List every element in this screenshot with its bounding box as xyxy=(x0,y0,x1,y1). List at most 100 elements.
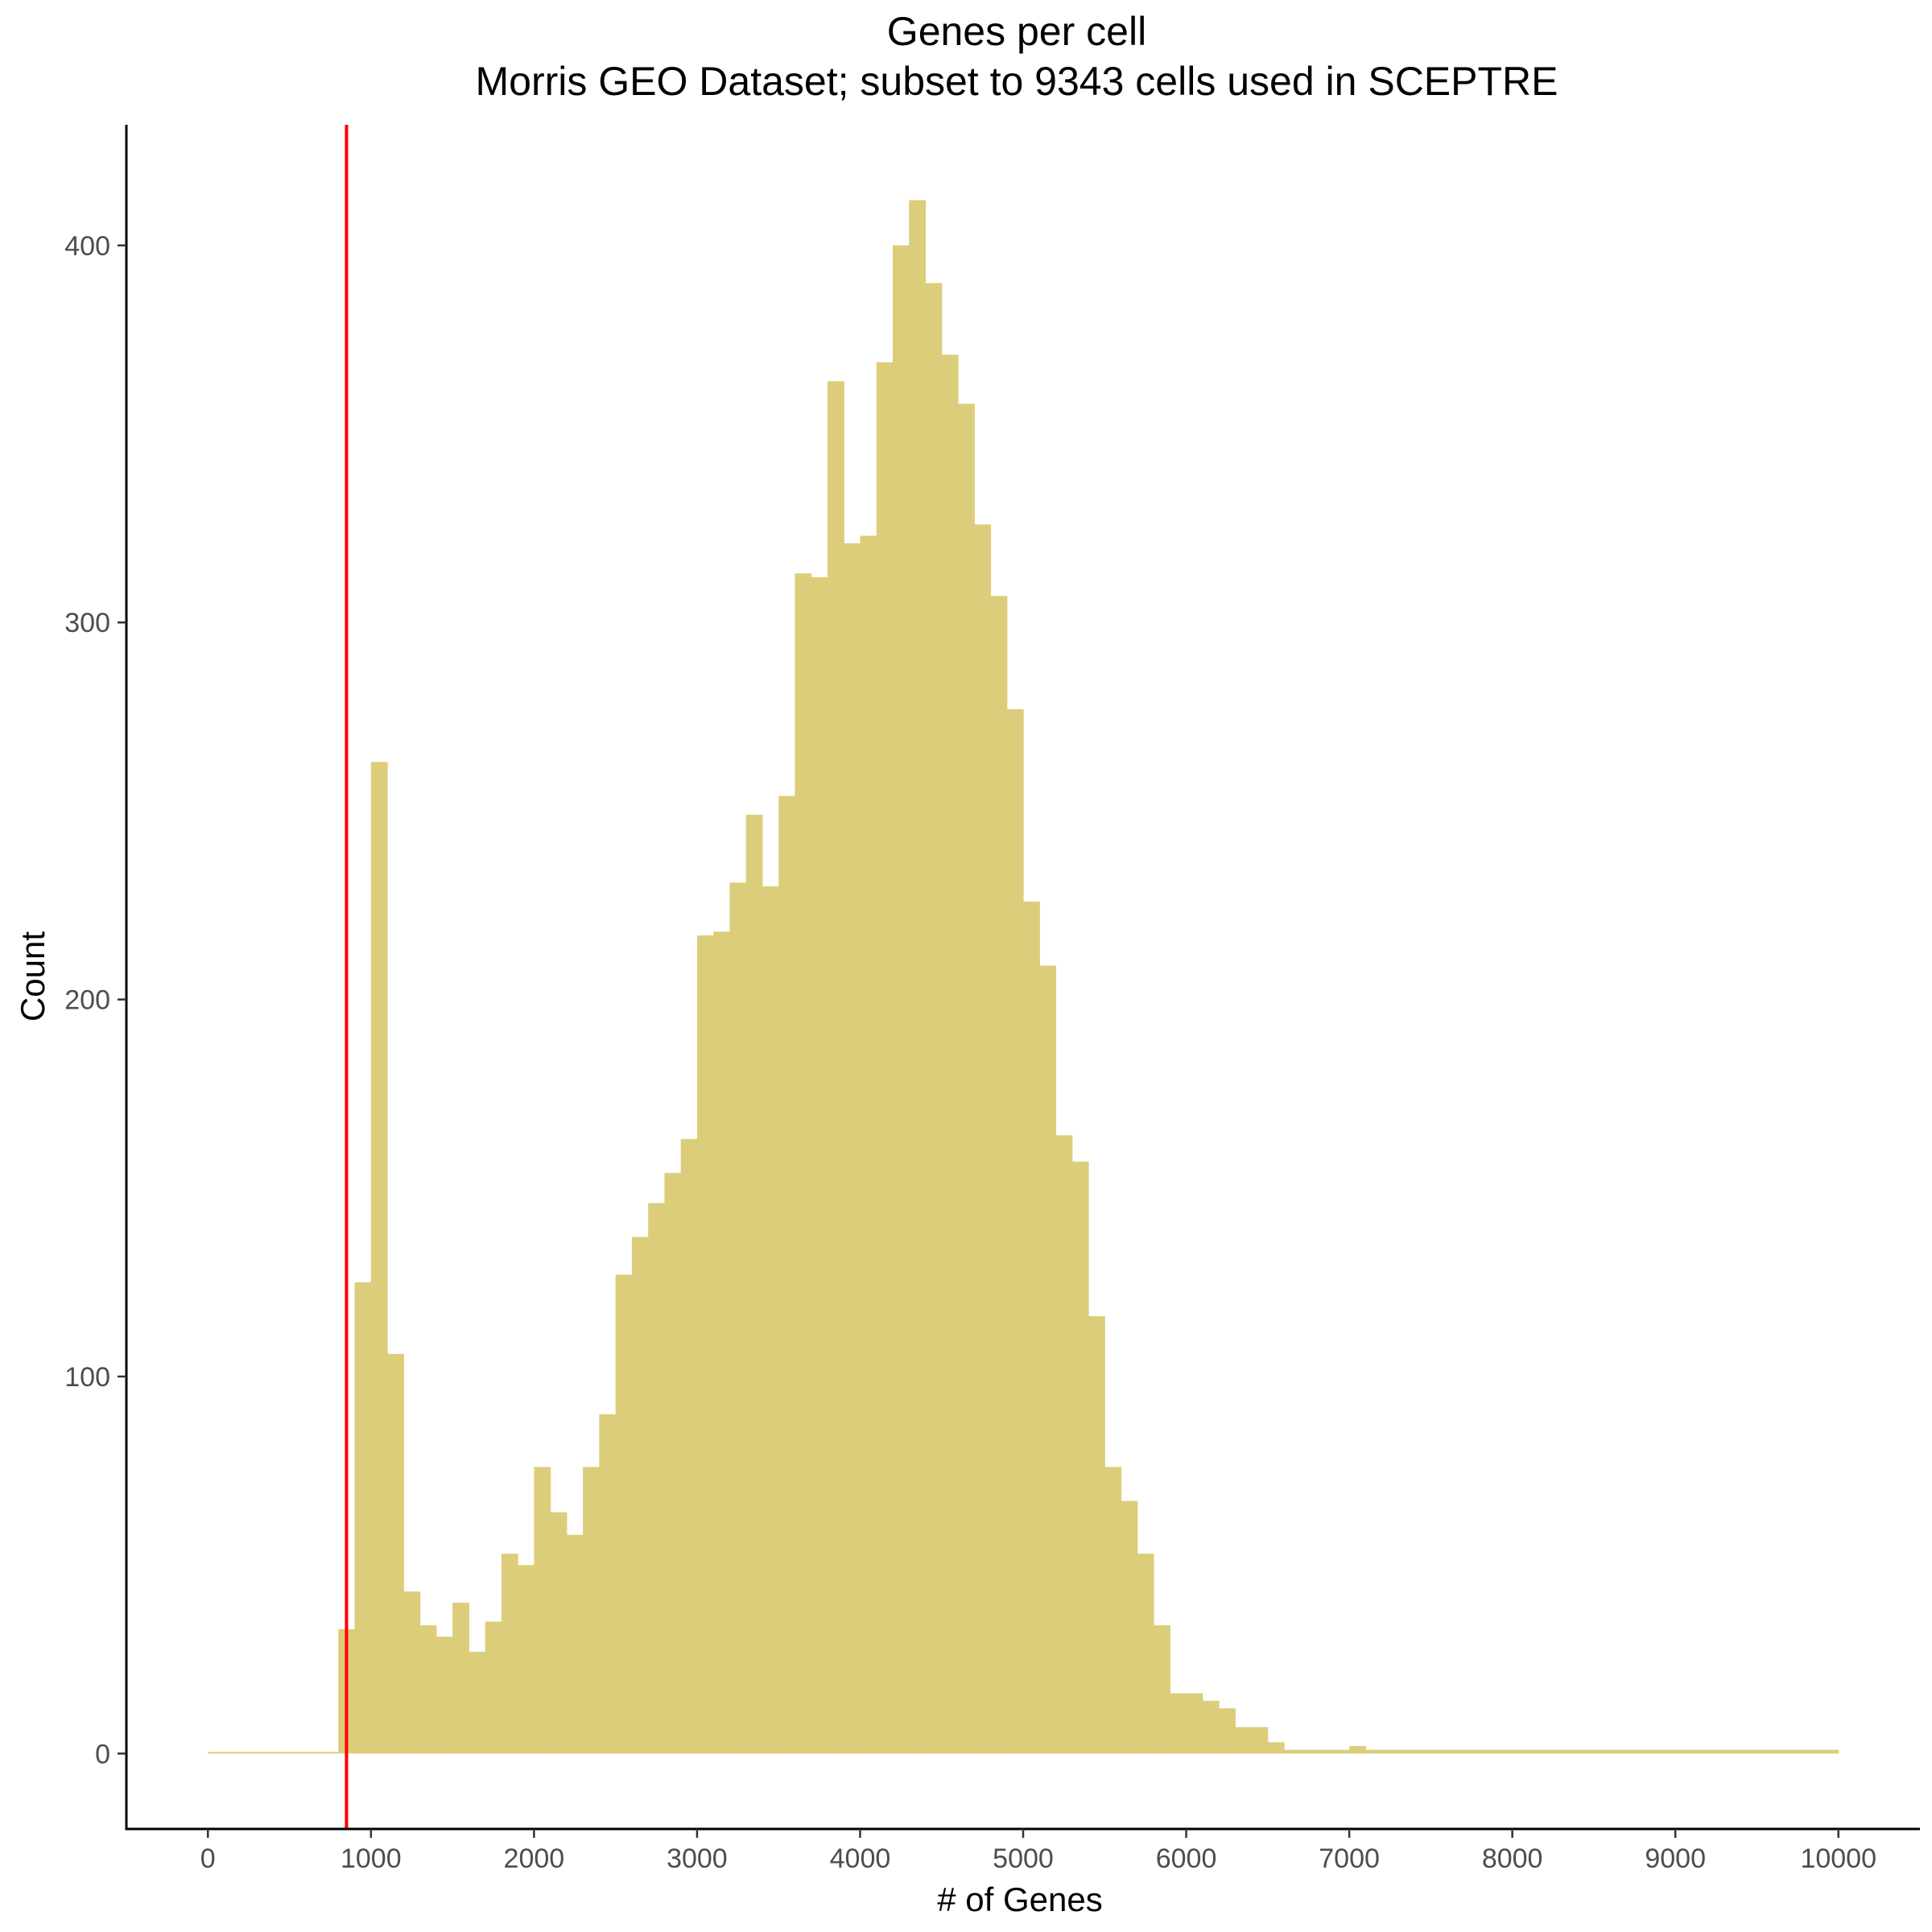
histogram-bar xyxy=(860,535,877,1754)
histogram-bar xyxy=(1545,1749,1562,1754)
histogram-bar xyxy=(1186,1693,1203,1754)
chart-title: Genes per cell xyxy=(887,9,1146,54)
histogram-bar xyxy=(827,381,844,1754)
histogram-bar xyxy=(795,573,812,1754)
histogram-bar xyxy=(1610,1749,1628,1754)
histogram-bar xyxy=(1365,1749,1383,1754)
histogram-bar xyxy=(566,1534,584,1754)
histogram-bar xyxy=(1642,1749,1660,1754)
histogram-bar xyxy=(1740,1749,1758,1754)
chart-subtitle: Morris GEO Dataset; subset to 9343 cells… xyxy=(476,59,1558,104)
histogram-bar xyxy=(925,283,943,1754)
histogram-bar xyxy=(1626,1749,1644,1754)
histogram-bar xyxy=(1806,1749,1823,1754)
histogram-bar xyxy=(664,1173,682,1754)
histogram-bar xyxy=(305,1752,323,1754)
histogram-bar xyxy=(1414,1749,1431,1754)
histogram-bar xyxy=(1447,1749,1464,1754)
histogram-bar xyxy=(696,935,714,1754)
histogram-bar xyxy=(1121,1501,1138,1754)
histogram-bar xyxy=(1480,1749,1496,1754)
histogram-bar xyxy=(1577,1749,1595,1754)
x-tick-label: 4000 xyxy=(830,1843,891,1874)
histogram-bar xyxy=(1430,1749,1448,1754)
histogram-bar xyxy=(1381,1749,1399,1754)
x-tick-label: 8000 xyxy=(1482,1843,1543,1874)
histogram-bar xyxy=(387,1353,404,1754)
histogram-bar xyxy=(289,1752,307,1754)
histogram-bar xyxy=(876,362,894,1754)
histogram-bar xyxy=(1561,1749,1579,1754)
histogram-bar xyxy=(1691,1749,1709,1754)
histogram-bar xyxy=(1822,1749,1839,1754)
x-tick-label: 2000 xyxy=(504,1843,565,1874)
histogram-bar xyxy=(1039,965,1057,1754)
histogram-bar xyxy=(354,1282,372,1754)
histogram-bar xyxy=(648,1203,665,1754)
histogram-bar xyxy=(257,1752,274,1754)
histogram-bars xyxy=(208,200,1839,1754)
histogram-bar xyxy=(1724,1749,1741,1754)
histogram-bar xyxy=(745,815,763,1754)
histogram-bar xyxy=(1006,708,1024,1754)
x-tick-label: 9000 xyxy=(1645,1843,1706,1874)
histogram-bar xyxy=(1284,1749,1301,1754)
y-tick-label: 100 xyxy=(64,1362,110,1393)
x-tick-label: 0 xyxy=(200,1843,216,1874)
y-tick-label: 400 xyxy=(64,231,110,262)
histogram-bar xyxy=(436,1637,453,1754)
histogram-bar xyxy=(1593,1749,1611,1754)
histogram-bar xyxy=(1349,1745,1366,1754)
histogram-bar xyxy=(1300,1749,1318,1754)
histogram-bar xyxy=(1707,1749,1725,1754)
x-tick-label: 3000 xyxy=(667,1843,728,1874)
y-axis-ticks: 0 100 200 300 400 xyxy=(64,231,126,1769)
histogram-bar xyxy=(1104,1467,1122,1754)
histogram-bar xyxy=(974,524,992,1754)
histogram-bar xyxy=(631,1236,649,1754)
histogram-bar xyxy=(778,795,796,1754)
histogram-bar xyxy=(1757,1749,1774,1754)
y-tick-label: 0 xyxy=(95,1739,110,1769)
histogram-bar xyxy=(1235,1727,1253,1754)
histogram-bar xyxy=(240,1752,258,1754)
histogram-bar xyxy=(1251,1727,1269,1754)
histogram-bar xyxy=(518,1565,535,1754)
histogram-bar xyxy=(1202,1700,1220,1754)
histogram-bar xyxy=(990,596,1008,1754)
x-tick-label: 10000 xyxy=(1800,1843,1876,1874)
histogram-bar xyxy=(713,931,731,1754)
histogram-bar xyxy=(1496,1749,1513,1754)
x-tick-label: 5000 xyxy=(993,1843,1054,1874)
histogram-bar xyxy=(1512,1749,1530,1754)
histogram-bar xyxy=(419,1625,437,1754)
histogram-bar xyxy=(1332,1749,1350,1754)
histogram-bar xyxy=(1219,1708,1236,1754)
histogram-bar xyxy=(501,1554,518,1754)
histogram-bar xyxy=(583,1467,600,1754)
histogram-bar xyxy=(273,1752,291,1754)
histogram-bar xyxy=(469,1651,486,1754)
histogram-bar xyxy=(615,1274,633,1754)
histogram-bar xyxy=(1055,1135,1073,1754)
histogram-bar xyxy=(1137,1554,1154,1754)
histogram-bar xyxy=(1463,1749,1480,1754)
x-axis-ticks: 0 1000 2000 3000 4000 5000 6000 7000 8000 9000 100… xyxy=(200,1829,1876,1874)
histogram-bar xyxy=(452,1602,469,1754)
histogram-bar xyxy=(208,1752,225,1754)
histogram-bar xyxy=(1154,1625,1170,1754)
histogram-bar xyxy=(762,886,779,1754)
histogram-bar xyxy=(892,245,910,1754)
y-axis-title: Count xyxy=(14,931,52,1022)
histogram-bar xyxy=(322,1752,339,1754)
histogram-bar xyxy=(844,543,861,1754)
histogram-bar xyxy=(485,1621,502,1754)
histogram-bar xyxy=(550,1512,568,1754)
x-tick-label: 7000 xyxy=(1319,1843,1380,1874)
y-tick-label: 300 xyxy=(64,608,110,638)
histogram-bar xyxy=(941,354,959,1754)
histogram-bar xyxy=(1658,1749,1676,1754)
histogram-bar xyxy=(370,762,388,1754)
histogram-bar xyxy=(909,200,927,1754)
